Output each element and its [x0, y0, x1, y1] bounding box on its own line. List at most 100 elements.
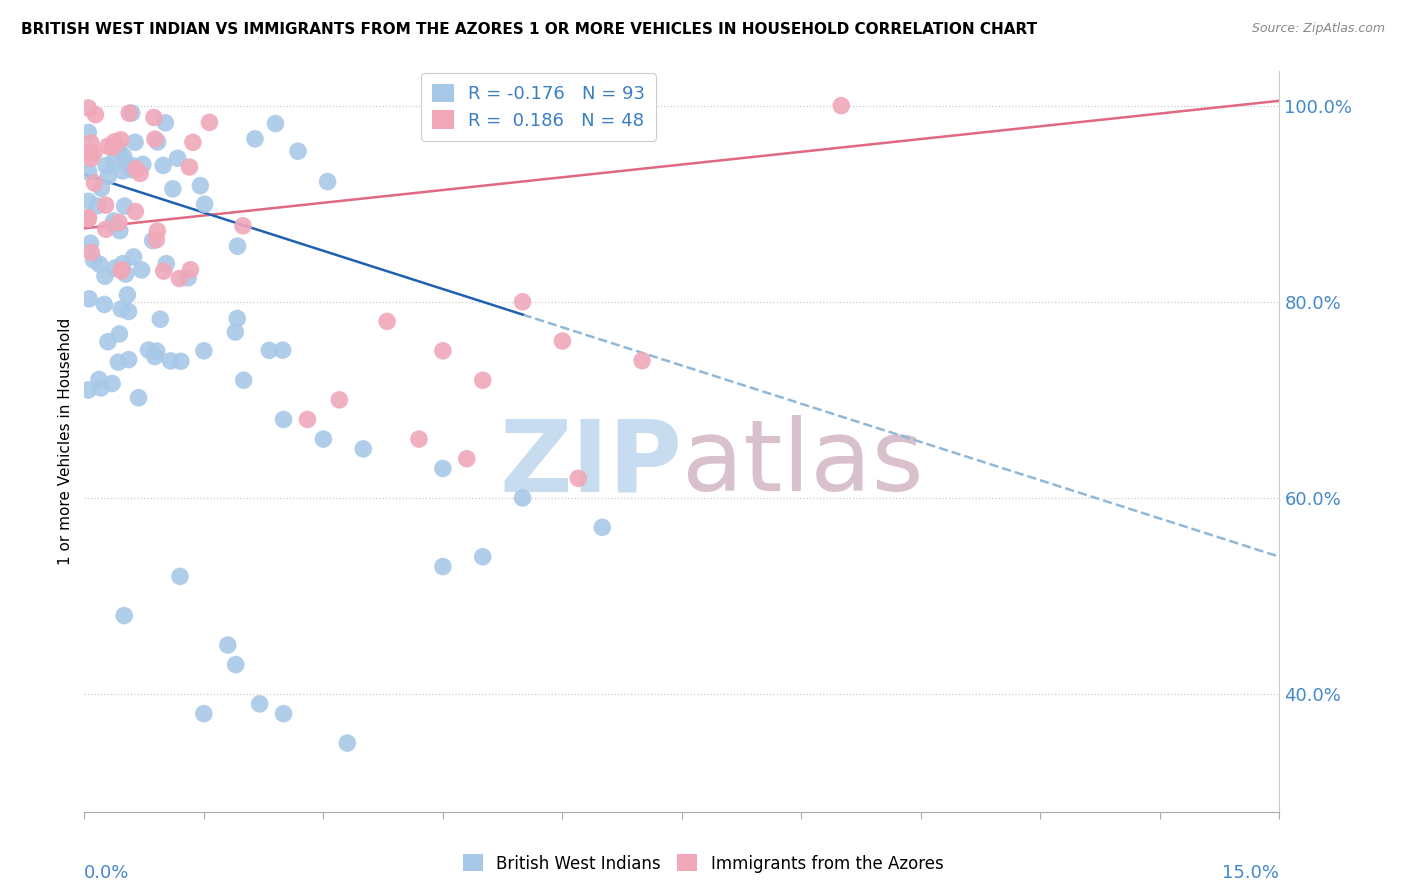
Point [104, 260, 127, 275]
Point [169, 271, 191, 285]
Point [551, 334, 574, 348]
Text: Source: ZipAtlas.com: Source: ZipAtlas.com [1251, 22, 1385, 36]
Point [77, 194, 100, 209]
Point [188, 178, 211, 193]
Point [273, 412, 295, 426]
Point [77, 145, 100, 160]
Point [118, 106, 141, 120]
Point [287, 144, 309, 158]
Point [101, 140, 124, 154]
Point [146, 224, 169, 238]
Point [108, 215, 131, 229]
Point [471, 373, 494, 387]
Point [226, 311, 249, 326]
Text: 0.0%: 0.0% [84, 863, 129, 881]
Point [193, 343, 215, 358]
Point [145, 233, 167, 247]
Point [264, 117, 287, 131]
Point [108, 224, 131, 238]
Point [312, 432, 335, 446]
Point [90, 181, 112, 195]
Point [124, 135, 146, 149]
Point [432, 343, 454, 358]
Point [122, 250, 145, 264]
Point [125, 161, 148, 176]
Point [111, 263, 134, 277]
Point [77, 101, 100, 115]
Point [181, 136, 204, 150]
Point [143, 350, 166, 364]
Point [132, 157, 155, 171]
Point [112, 149, 135, 163]
Text: ZIP: ZIP [499, 416, 682, 512]
Point [316, 175, 339, 189]
Point [142, 234, 165, 248]
Point [129, 166, 152, 180]
Point [432, 559, 454, 574]
Point [111, 257, 134, 271]
Point [80, 136, 103, 150]
Point [226, 239, 249, 253]
Point [243, 132, 266, 146]
Point [93, 297, 115, 311]
Point [177, 270, 200, 285]
Point [162, 182, 184, 196]
Point [94, 198, 117, 212]
Point [77, 211, 100, 226]
Point [328, 392, 350, 407]
Point [104, 135, 127, 149]
Text: BRITISH WEST INDIAN VS IMMIGRANTS FROM THE AZORES 1 OR MORE VEHICLES IN HOUSEHOL: BRITISH WEST INDIAN VS IMMIGRANTS FROM T… [21, 22, 1038, 37]
Point [193, 706, 215, 721]
Point [79, 145, 101, 160]
Point [103, 214, 125, 228]
Point [110, 301, 132, 316]
Point [830, 98, 852, 112]
Point [155, 116, 177, 130]
Point [121, 106, 143, 120]
Text: 15.0%: 15.0% [1222, 863, 1279, 881]
Point [124, 204, 146, 219]
Point [146, 135, 169, 149]
Point [103, 216, 125, 230]
Point [194, 197, 217, 211]
Point [631, 353, 654, 368]
Point [121, 162, 143, 177]
Point [297, 412, 319, 426]
Point [169, 569, 191, 583]
Point [97, 139, 120, 153]
Point [408, 432, 430, 446]
Point [110, 133, 132, 147]
Point [110, 264, 132, 278]
Point [159, 354, 181, 368]
Point [90, 381, 112, 395]
Y-axis label: 1 or more Vehicles in Household: 1 or more Vehicles in Household [58, 318, 73, 566]
Point [77, 125, 100, 139]
Point [198, 115, 221, 129]
Legend: R = -0.176   N = 93, R =  0.186   N = 48: R = -0.176 N = 93, R = 0.186 N = 48 [422, 73, 655, 141]
Point [121, 159, 143, 173]
Legend: British West Indians, Immigrants from the Azores: British West Indians, Immigrants from th… [456, 847, 950, 880]
Point [217, 638, 239, 652]
Point [107, 355, 129, 369]
Point [146, 344, 169, 359]
Point [83, 176, 105, 190]
Point [179, 262, 201, 277]
Point [97, 169, 120, 183]
Point [142, 111, 165, 125]
Point [108, 326, 131, 341]
Point [273, 706, 295, 721]
Point [432, 461, 454, 475]
Point [512, 491, 534, 505]
Text: atlas: atlas [682, 416, 924, 512]
Point [259, 343, 281, 358]
Point [225, 657, 247, 672]
Point [456, 451, 478, 466]
Point [471, 549, 494, 564]
Point [77, 383, 100, 397]
Point [117, 304, 139, 318]
Point [118, 352, 141, 367]
Point [152, 264, 174, 278]
Point [84, 108, 107, 122]
Point [94, 159, 117, 173]
Point [166, 151, 188, 165]
